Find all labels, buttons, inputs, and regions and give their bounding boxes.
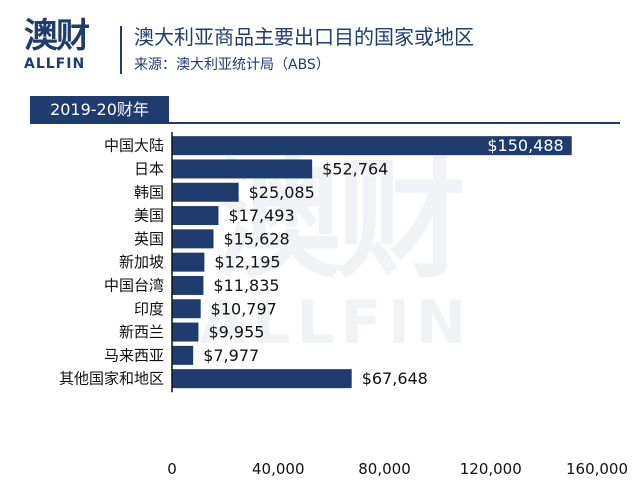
category-label: 印度 [134, 300, 164, 318]
header-divider [120, 26, 122, 74]
bar [172, 159, 313, 179]
bar [172, 206, 219, 226]
x-tick-label: 0 [167, 460, 177, 478]
x-tick-label: 80,000 [358, 460, 411, 478]
value-label: $12,195 [214, 253, 280, 272]
chart-title: 澳大利亚商品主要出口目的国家或地区 [134, 25, 474, 49]
value-label: $15,628 [224, 229, 290, 248]
x-tick-label: 120,000 [460, 460, 522, 478]
category-label: 其他国家和地区 [59, 370, 164, 388]
category-label: 日本 [134, 160, 164, 178]
bar [172, 229, 214, 249]
bar [172, 345, 194, 365]
category-label: 英国 [134, 230, 164, 248]
category-label: 中国大陆 [104, 137, 164, 155]
value-label: $25,085 [249, 183, 315, 202]
bar [172, 182, 239, 202]
value-label: $10,797 [211, 299, 277, 318]
value-label: $52,764 [322, 159, 388, 178]
bar [172, 275, 204, 295]
category-label: 美国 [134, 207, 164, 225]
category-label: 韩国 [134, 183, 164, 201]
chart-source: 来源：澳大利亚统计局（ABS） [134, 57, 330, 73]
category-label: 新加坡 [119, 253, 164, 271]
value-label: $7,977 [203, 346, 259, 365]
value-label: $11,835 [213, 276, 279, 295]
period-badge: 2019-20财年 [30, 96, 169, 124]
value-label: $150,488 [487, 136, 563, 155]
bar [172, 369, 352, 389]
x-tick-label: 160,000 [566, 460, 628, 478]
category-label: 新西兰 [119, 323, 164, 341]
value-label: $67,648 [362, 369, 428, 388]
bar [172, 322, 199, 342]
value-label: $17,493 [228, 206, 294, 225]
logo-english: ALLFIN [24, 56, 86, 72]
category-label: 马来西亚 [104, 346, 164, 364]
category-label: 中国台湾 [104, 276, 164, 294]
badge-underline [169, 122, 620, 124]
x-tick-label: 40,000 [252, 460, 305, 478]
value-label: $9,955 [208, 323, 264, 342]
logo-chinese: 澳财 [24, 16, 90, 56]
logo: 澳财 ALLFIN [24, 18, 116, 72]
bar [172, 299, 201, 319]
bar [172, 136, 572, 156]
bar [172, 252, 205, 272]
